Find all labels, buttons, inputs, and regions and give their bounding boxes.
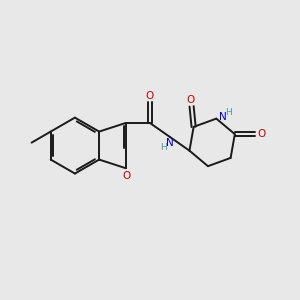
Text: O: O (186, 95, 194, 106)
Text: N: N (219, 112, 227, 122)
Text: N: N (167, 138, 174, 148)
Text: O: O (122, 171, 130, 181)
Text: O: O (146, 91, 154, 101)
Text: O: O (258, 129, 266, 139)
Text: H: H (225, 108, 232, 117)
Text: H: H (160, 143, 167, 152)
